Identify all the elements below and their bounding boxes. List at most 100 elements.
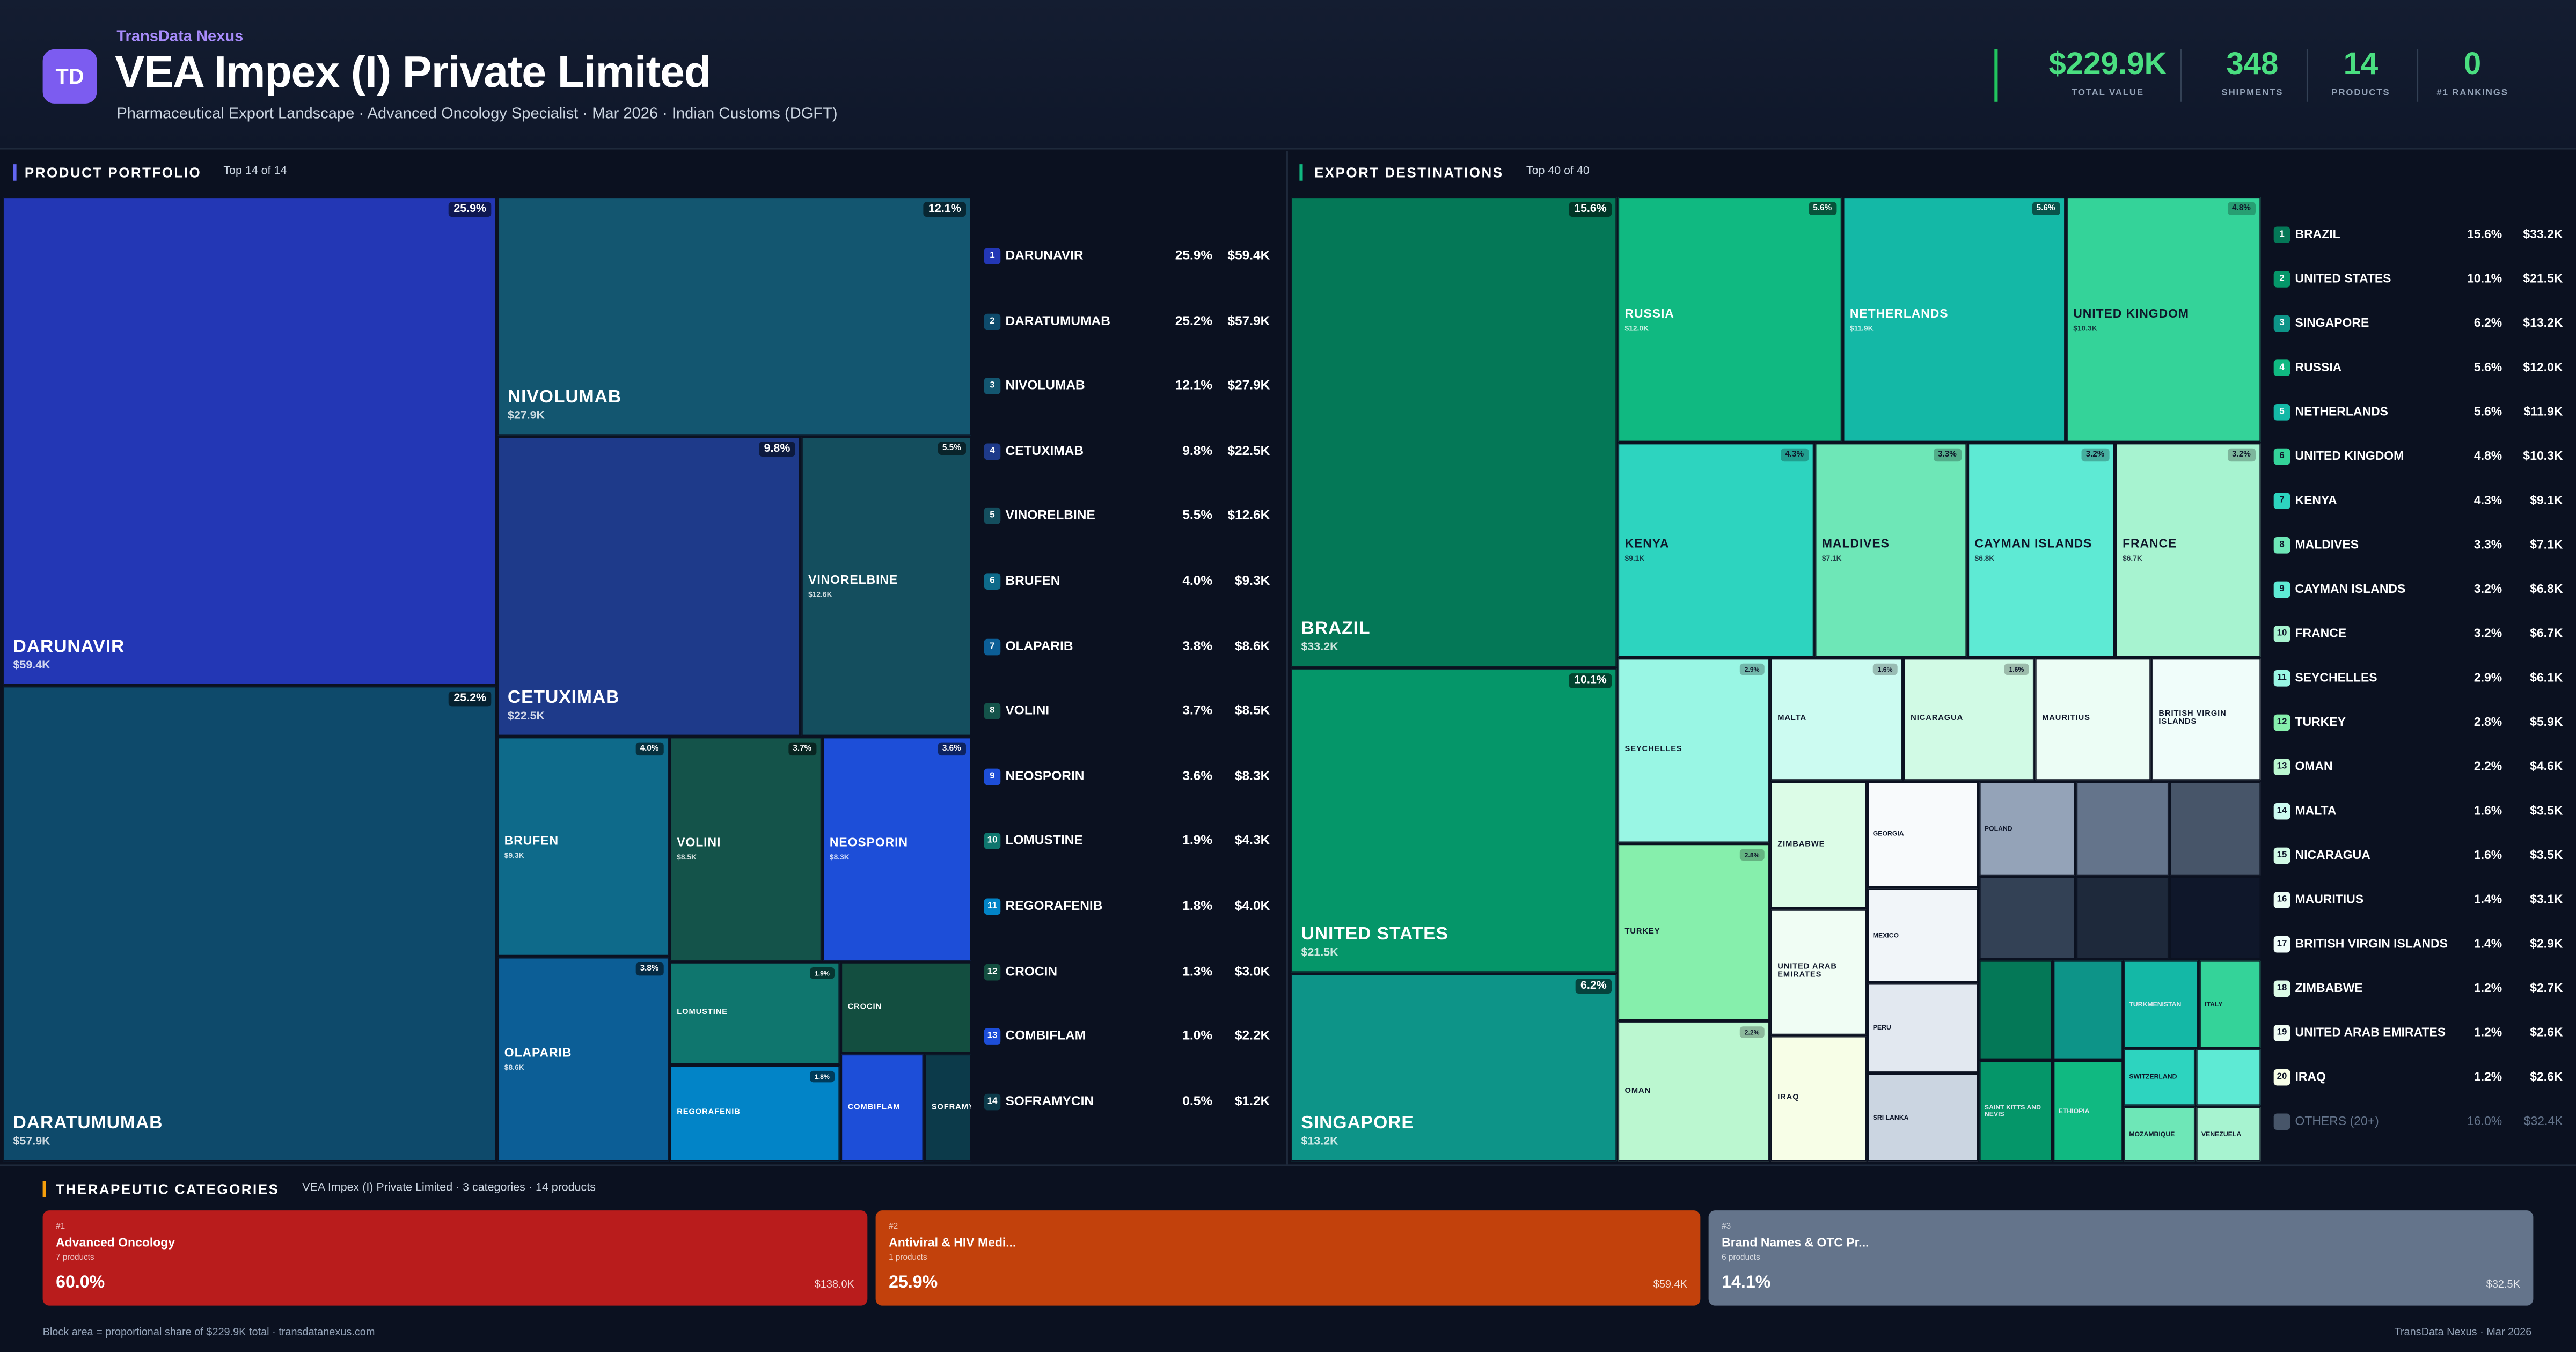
treemap-tile: MALDIVES $7.1K 3.3% (1815, 443, 1967, 657)
tile-value: $13.2K (1301, 1136, 1338, 1148)
rank-badge: 7 (2273, 493, 2290, 509)
tile-label-group: SEYCHELLES (1625, 746, 1682, 755)
tile-label-group: REGORAFENIB (677, 1109, 741, 1118)
treemap-tile: CETUXIMAB $22.5K 9.8% (497, 437, 800, 736)
rank-badge: 4 (2273, 359, 2290, 377)
list-share: 3.2% (2473, 626, 2502, 641)
list-share: 0.5% (1182, 1093, 1213, 1108)
tile-share-badge: 25.2% (449, 691, 492, 707)
list-value: $4.0K (1234, 898, 1270, 914)
tile-label-group: OLAPARIB $8.6K (504, 1046, 572, 1072)
treemap-minor-tile: SAINT KITTS AND NEVIS (1979, 1061, 2052, 1162)
treemap-tile: NEOSPORIN $8.3K 3.6% (823, 737, 971, 961)
tile-label-group: NICARAGUA (1911, 715, 1963, 724)
treemap-minor-tile (2170, 782, 2261, 876)
tile-name: VOLINI (677, 835, 721, 850)
rank-badge: 1 (984, 248, 1001, 264)
treemap-tile: BRAZIL $33.2K 15.6% (1291, 197, 1617, 667)
list-value: $8.3K (1234, 768, 1270, 783)
list-share: 2.2% (2473, 759, 2502, 774)
list-share: 1.6% (2473, 803, 2502, 818)
rank-badge: 11 (984, 898, 1001, 915)
tile-share-badge: 12.1% (923, 202, 966, 217)
treemap-tile: UNITED KINGDOM $10.3K 4.8% (2066, 197, 2261, 442)
rank-badge (2273, 1113, 2290, 1130)
list-share: 4.8% (2473, 448, 2502, 464)
tile-label-group: IRAQ (1777, 1094, 1799, 1103)
tile-share-badge: 4.8% (2227, 202, 2256, 216)
list-value: $7.1K (2530, 537, 2563, 552)
list-value: $3.0K (1234, 963, 1270, 979)
treemap-tile: BRUFEN $9.3K 4.0% (497, 737, 669, 956)
tile-value: $10.3K (2073, 324, 2097, 332)
treemap-tile: VINORELBINE $12.6K 5.5% (801, 437, 971, 736)
tile-name: CETUXIMAB (507, 688, 620, 708)
tile-name: ITALY (2205, 999, 2223, 1008)
rank-badge: 13 (2273, 759, 2290, 775)
tile-label-group: CAYMAN ISLANDS $6.8K (1974, 536, 2092, 563)
tile-label-group: NIVOLUMAB $27.9K (508, 387, 621, 422)
tile-value: $12.6K (808, 590, 832, 599)
treemap-tile: VOLINI $8.5K 3.7% (670, 737, 822, 961)
list-value: $27.9K (1227, 378, 1270, 393)
kpi-separator (2306, 49, 2308, 102)
tile-share-badge: 3.3% (1933, 448, 1962, 462)
list-name: KENYA (2295, 493, 2337, 508)
treemap-minor-tile (2170, 877, 2261, 959)
tile-label-group: BRITISH VIRGIN ISLANDS (2158, 711, 2257, 728)
tile-name: SAINT KITTS AND NEVIS (1984, 1102, 2041, 1118)
rank-badge: 13 (984, 1028, 1001, 1045)
list-share: 9.8% (1182, 443, 1213, 458)
tile-label-group: RUSSIA $12.0K (1625, 306, 1674, 332)
list-name: OMAN (2295, 759, 2333, 774)
tile-label-group: UNITED ARAB EMIRATES (1777, 964, 1863, 981)
tile-name: CAYMAN ISLANDS (1974, 536, 2092, 551)
tile-name: UNITED ARAB EMIRATES (1777, 964, 1837, 981)
treemap-tile: NICARAGUA 1.6% (1904, 658, 2034, 781)
list-name: DARATUMUMAB (1005, 313, 1110, 328)
list-name: MALDIVES (2295, 537, 2359, 552)
list-value: $57.9K (1227, 313, 1270, 328)
tile-name: SINGAPORE (1301, 1113, 1414, 1133)
list-share: 3.7% (1182, 703, 1213, 718)
tile-name: TURKMENISTAN (2129, 999, 2182, 1008)
list-share: 15.6% (2467, 226, 2502, 241)
treemap-minor-tile: MEXICO (1868, 888, 1978, 982)
list-share: 4.3% (2473, 493, 2502, 508)
rank-badge: 5 (984, 508, 1001, 525)
list-name: CAYMAN ISLANDS (2295, 581, 2406, 597)
list-share: 3.3% (2473, 537, 2502, 552)
list-name: NIVOLUMAB (1005, 378, 1085, 393)
rank-badge: 6 (2273, 448, 2290, 465)
treemap-tile: BRITISH VIRGIN ISLANDS (2152, 658, 2261, 781)
list-share: 6.2% (2473, 315, 2502, 330)
card-name: Advanced Oncology (56, 1235, 175, 1250)
treemap-tile: ZIMBABWE (1770, 782, 1867, 908)
card-rank: #1 (56, 1222, 65, 1232)
treemap-minor-tile: ITALY (2199, 960, 2261, 1048)
brand-badge: TD (42, 49, 97, 104)
list-name: UNITED KINGDOM (2295, 448, 2404, 464)
section-subtitle: VEA Impex (I) Private Limited · 3 catego… (302, 1182, 596, 1194)
treemap-tile: DARATUMUMAB $57.9K 25.2% (3, 686, 496, 1162)
tile-share-badge: 5.6% (2031, 202, 2060, 216)
tile-label-group: BRAZIL $33.2K (1301, 619, 1370, 654)
tile-share-badge: 3.7% (788, 742, 817, 756)
treemap-tile: MAURITIUS (2035, 658, 2151, 781)
kpi-separator (2180, 49, 2182, 102)
tile-label-group: ZIMBABWE (1777, 841, 1825, 849)
treemap-minor-tile (2053, 960, 2123, 1060)
list-share: 1.2% (2473, 980, 2502, 996)
tile-share-badge: 15.6% (1569, 202, 1612, 217)
list-value: $12.6K (1227, 508, 1270, 523)
list-value: $33.2K (2523, 226, 2563, 241)
tile-name: MEXICO (1872, 930, 1899, 938)
list-share: 2.8% (2473, 714, 2502, 730)
tile-share-badge: 3.6% (937, 742, 966, 756)
list-name: CROCIN (1005, 963, 1058, 979)
list-name: SOFRAMYCIN (1005, 1093, 1094, 1108)
list-share: 3.8% (1182, 638, 1213, 653)
tile-name: OMAN (1624, 1087, 1651, 1096)
list-share: 1.2% (2473, 1025, 2502, 1040)
